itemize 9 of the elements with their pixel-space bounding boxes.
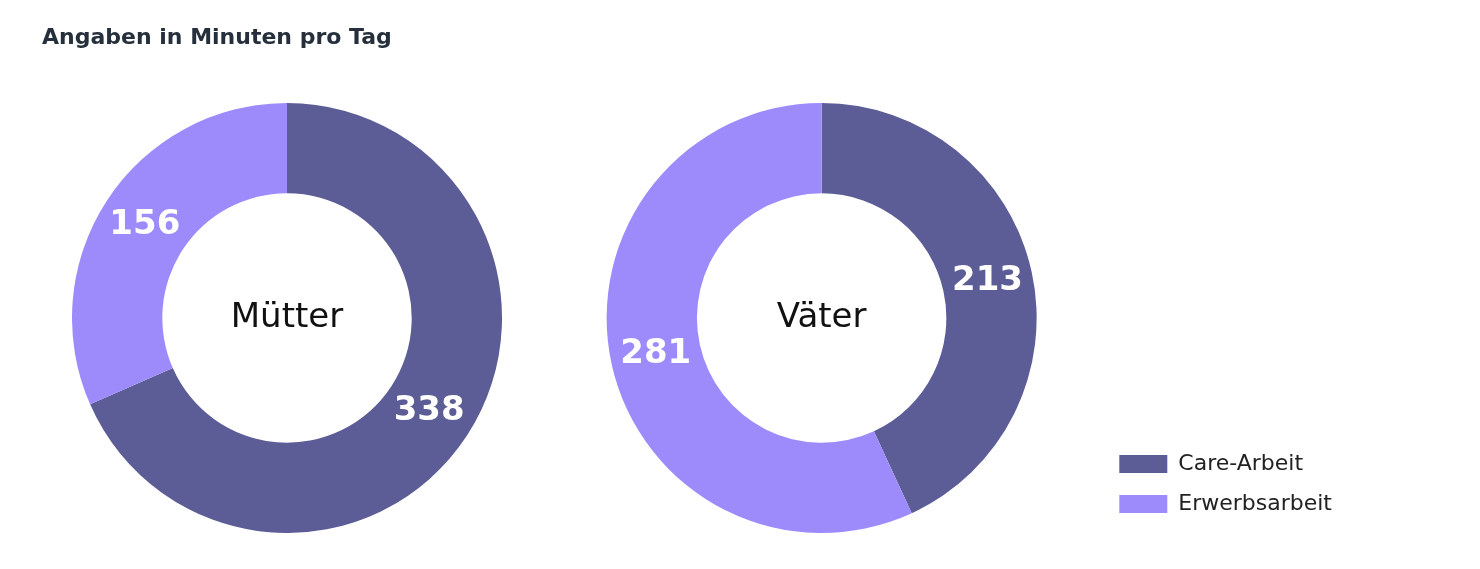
slice-label: Väter: [776, 294, 867, 335]
data-label: 156: [109, 201, 181, 242]
legend-label: Erwerbsarbeit: [1178, 489, 1333, 515]
chart-title: Angaben in Minuten pro Tag: [42, 24, 392, 49]
legend-label: Care-Arbeit: [1178, 449, 1304, 475]
data-label: 281: [620, 331, 692, 372]
data-label: 213: [952, 258, 1024, 299]
slice-label: Mütter: [230, 294, 344, 335]
data-label: 338: [393, 387, 465, 428]
